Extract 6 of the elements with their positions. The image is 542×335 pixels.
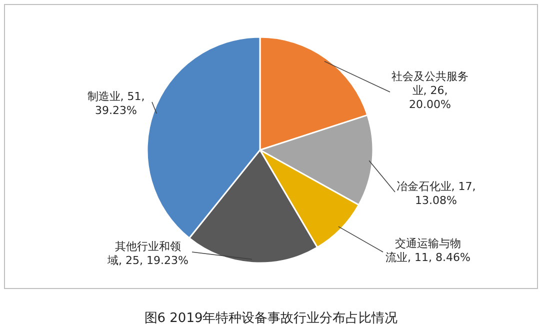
text: 图6 2019年特种设备事故行业分布占比情况 [144, 311, 398, 326]
slice-label: 社会及公共服务业, 26, 20.00% [392, 70, 468, 111]
slice-label: 制造业, 51, 39.23% [87, 90, 145, 117]
slice-label: 其他行业和领域, 25, 19.23% [106, 240, 188, 267]
slice-label: 交通运输与物流业, 11, 8.46% [386, 237, 470, 264]
slice-label: 冶金石化业, 17, 13.08% [396, 180, 476, 207]
